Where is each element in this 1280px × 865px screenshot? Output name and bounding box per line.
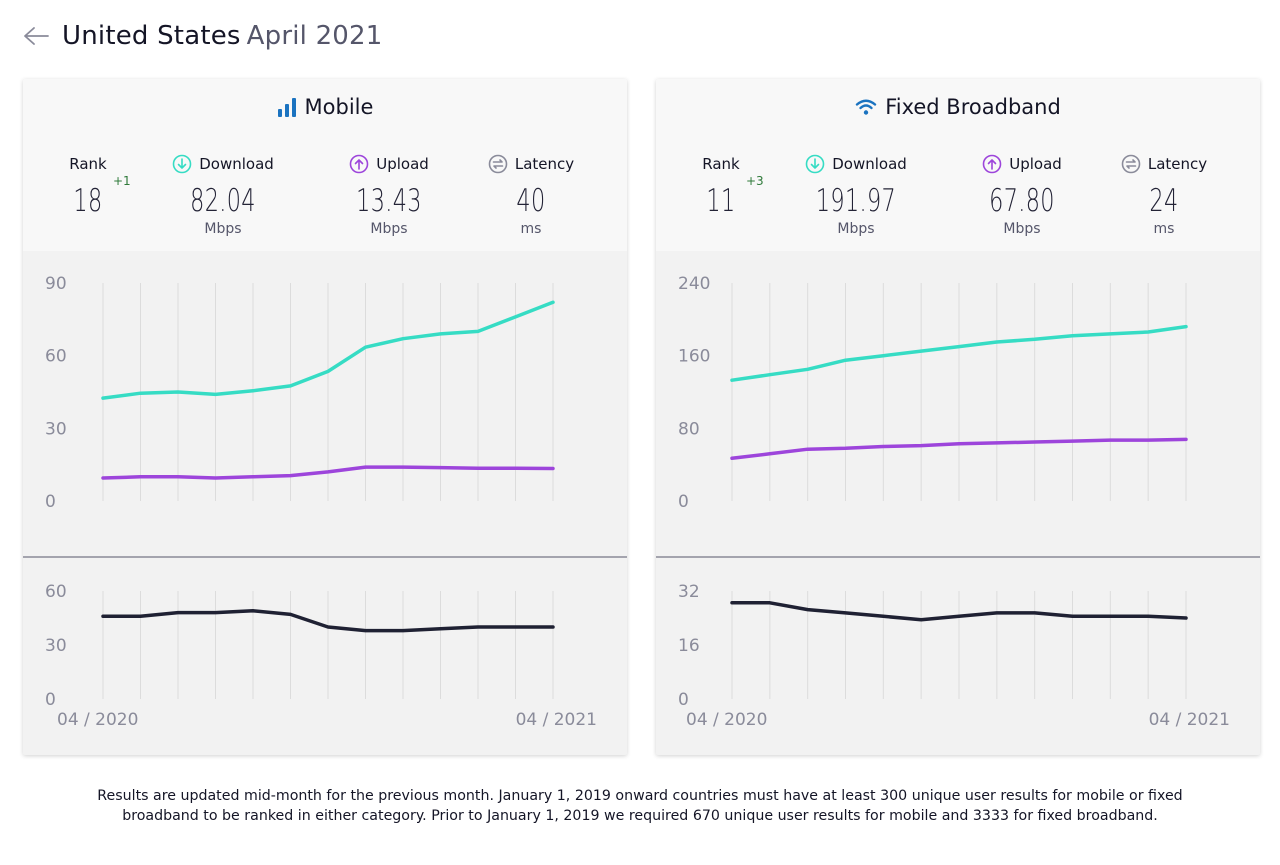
- mobile-card: Mobile Rank 18 +1 Download 82.04 Mbps Up…: [23, 79, 627, 755]
- y-tick-label: 60: [45, 582, 67, 602]
- x-start-label: 04 / 2020: [686, 710, 767, 730]
- rank-change: +1: [113, 174, 131, 188]
- y-tick-label: 30: [45, 419, 67, 439]
- speed-chart-lines: [730, 324, 1188, 461]
- latency-icon: [488, 154, 508, 174]
- footer-line-1: Results are updated mid-month for the pr…: [97, 788, 1183, 804]
- upload-unit: Mbps: [1003, 221, 1041, 237]
- mobile-title-text: Mobile: [304, 95, 374, 119]
- latency-icon: [1121, 154, 1141, 174]
- y-tick-label: 30: [45, 636, 67, 656]
- download-line: [101, 300, 555, 400]
- y-tick-label: 90: [45, 274, 67, 294]
- y-tick-label: 240: [678, 274, 710, 294]
- speed-chart-yaxis: 90 60 30 0: [45, 274, 67, 512]
- download-label: Download: [199, 155, 274, 173]
- upload-icon: [349, 154, 369, 174]
- signal-bars-icon: [277, 96, 297, 118]
- x-start-label: 04 / 2020: [57, 710, 138, 730]
- latency-chart-yaxis: 60 30 0: [45, 582, 67, 710]
- upload-value: 13.43: [356, 183, 422, 219]
- upload-line: [730, 437, 1188, 461]
- fixed-rank: Rank 11: [686, 153, 756, 219]
- rank-value: 18: [73, 183, 103, 219]
- mobile-rank: Rank 18: [53, 153, 123, 219]
- upload-label: Upload: [376, 155, 429, 173]
- download-value: 191.97: [815, 183, 897, 219]
- y-tick-label: 0: [678, 492, 689, 512]
- fixed-summary: Fixed Broadband Rank 11 +3 Download 191.…: [656, 79, 1260, 251]
- upload-unit: Mbps: [370, 221, 408, 237]
- fixed-title: Fixed Broadband: [656, 95, 1260, 119]
- page-title: United States April 2021: [62, 21, 383, 51]
- speed-chart-lines: [101, 300, 555, 480]
- mobile-upload: Upload 13.43 Mbps: [329, 153, 449, 237]
- latency-chart-yaxis: 32 16 0: [678, 582, 700, 710]
- latency-label: Latency: [514, 155, 575, 173]
- download-icon: [172, 154, 192, 174]
- country-name: United States: [62, 21, 241, 51]
- period-label: April 2021: [246, 21, 383, 51]
- x-end-label: 04 / 2021: [516, 710, 597, 730]
- speed-chart-grid: [731, 283, 1187, 699]
- download-icon: [805, 154, 825, 174]
- latency-label: Latency: [1147, 155, 1208, 173]
- latency-unit: ms: [1153, 221, 1175, 237]
- fixed-upload: Upload 67.80 Mbps: [962, 153, 1082, 237]
- back-arrow-icon[interactable]: [22, 22, 50, 50]
- wifi-icon: [855, 98, 877, 116]
- upload-label: Upload: [1009, 155, 1062, 173]
- y-tick-label: 80: [678, 419, 700, 439]
- rank-change: +3: [746, 174, 764, 188]
- latency-value: 40: [516, 183, 546, 219]
- download-unit: Mbps: [204, 221, 242, 237]
- latency-chart-lines: [730, 601, 1188, 622]
- latency-unit: ms: [520, 221, 542, 237]
- y-tick-label: 0: [45, 492, 56, 512]
- mobile-summary: Mobile Rank 18 +1 Download 82.04 Mbps Up…: [23, 79, 627, 251]
- latency-line: [101, 609, 555, 633]
- upload-icon: [982, 154, 1002, 174]
- y-tick-label: 0: [45, 690, 56, 710]
- page-header: United States April 2021: [22, 18, 383, 54]
- fixed-title-text: Fixed Broadband: [885, 95, 1061, 119]
- y-tick-label: 16: [678, 636, 700, 656]
- download-line: [730, 324, 1188, 382]
- fixed-download: Download 191.97 Mbps: [791, 153, 921, 237]
- latency-value: 24: [1149, 183, 1179, 219]
- y-tick-label: 32: [678, 582, 700, 602]
- download-unit: Mbps: [837, 221, 875, 237]
- mobile-latency: Latency 40 ms: [481, 153, 581, 237]
- fixed-latency: Latency 24 ms: [1114, 153, 1214, 237]
- latency-chart-lines: [101, 609, 555, 633]
- footer-line-2: broadband to be ranked in either categor…: [122, 808, 1158, 824]
- upload-value: 67.80: [989, 183, 1055, 219]
- y-tick-label: 0: [678, 690, 689, 710]
- latency-line: [730, 601, 1188, 622]
- rank-label: Rank: [69, 155, 107, 173]
- speed-chart-grid: [102, 283, 554, 699]
- download-label: Download: [832, 155, 907, 173]
- download-value: 82.04: [190, 183, 256, 219]
- footer-note: Results are updated mid-month for the pr…: [0, 786, 1280, 826]
- x-end-label: 04 / 2021: [1149, 710, 1230, 730]
- rank-label: Rank: [702, 155, 740, 173]
- mobile-title: Mobile: [23, 95, 627, 119]
- rank-value: 11: [706, 183, 736, 219]
- speed-chart-yaxis: 240 160 80 0: [678, 274, 710, 512]
- y-tick-label: 60: [45, 347, 67, 367]
- mobile-download: Download 82.04 Mbps: [158, 153, 288, 237]
- fixed-broadband-card: Fixed Broadband Rank 11 +3 Download 191.…: [656, 79, 1260, 755]
- mobile-chart: 90 60 30 0 60 30 0 04 / 2020 04 / 2021: [23, 274, 627, 730]
- upload-line: [101, 465, 555, 480]
- y-tick-label: 160: [678, 347, 710, 367]
